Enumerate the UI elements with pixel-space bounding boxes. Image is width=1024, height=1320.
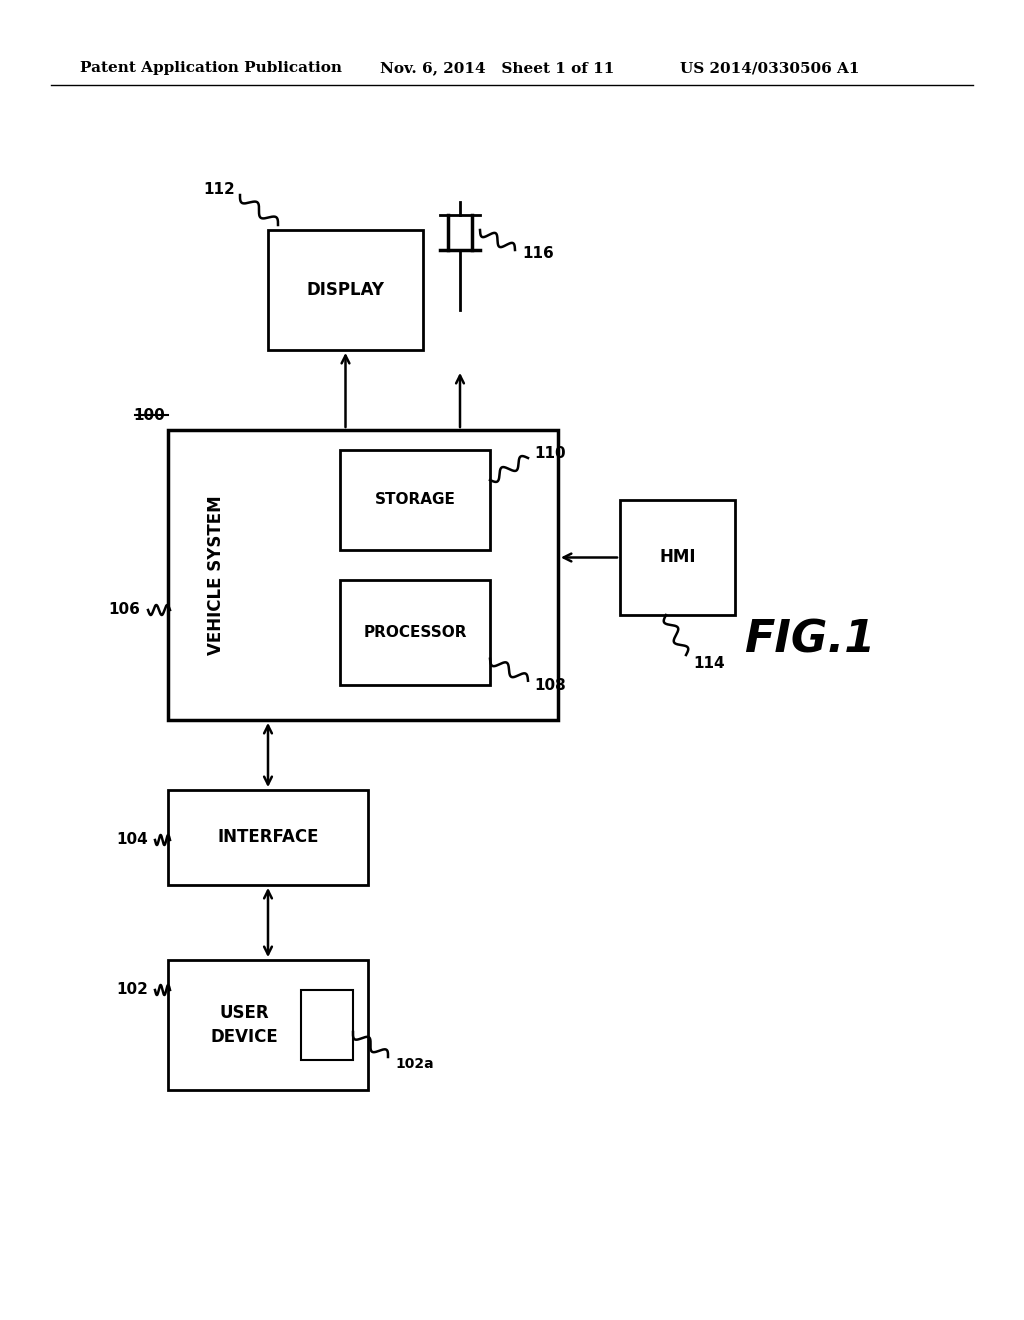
Bar xyxy=(620,500,735,615)
Text: 108: 108 xyxy=(534,678,565,693)
Text: 102: 102 xyxy=(116,982,148,998)
Bar xyxy=(268,230,423,350)
Bar xyxy=(301,990,353,1060)
Text: Nov. 6, 2014   Sheet 1 of 11: Nov. 6, 2014 Sheet 1 of 11 xyxy=(380,61,614,75)
Text: Patent Application Publication: Patent Application Publication xyxy=(80,61,342,75)
Text: STORAGE: STORAGE xyxy=(375,492,456,507)
Text: US 2014/0330506 A1: US 2014/0330506 A1 xyxy=(680,61,859,75)
Text: DISPLAY: DISPLAY xyxy=(306,281,384,300)
Text: INTERFACE: INTERFACE xyxy=(217,829,318,846)
Bar xyxy=(340,450,490,550)
Text: FIG.1: FIG.1 xyxy=(744,619,876,661)
Text: HMI: HMI xyxy=(659,549,695,566)
Text: USER
DEVICE: USER DEVICE xyxy=(210,1005,278,1045)
Text: 114: 114 xyxy=(693,656,725,671)
Bar xyxy=(168,789,368,884)
Text: 116: 116 xyxy=(522,247,554,261)
Bar xyxy=(168,960,368,1090)
Text: 102a: 102a xyxy=(395,1057,433,1071)
Text: PROCESSOR: PROCESSOR xyxy=(364,624,467,640)
Bar xyxy=(340,579,490,685)
Text: 110: 110 xyxy=(534,446,565,461)
Text: 112: 112 xyxy=(203,182,234,198)
Text: 106: 106 xyxy=(109,602,140,618)
Bar xyxy=(168,430,558,719)
Text: VEHICLE SYSTEM: VEHICLE SYSTEM xyxy=(207,495,225,655)
Text: 104: 104 xyxy=(117,833,148,847)
Text: 100: 100 xyxy=(133,408,165,422)
